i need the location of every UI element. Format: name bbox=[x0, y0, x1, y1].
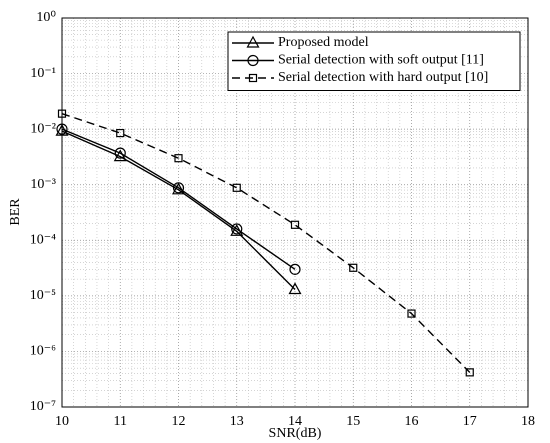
x-tick-label: 15 bbox=[346, 414, 360, 429]
x-tick-label: 14 bbox=[288, 414, 302, 429]
marker-circle bbox=[289, 263, 301, 275]
marker-square bbox=[407, 309, 416, 318]
y-tick-label: 10⁻⁷ bbox=[30, 399, 56, 414]
y-tick-label: 10⁻⁴ bbox=[30, 233, 56, 248]
marker-square bbox=[465, 368, 474, 377]
y-tick-label: 10⁻¹ bbox=[30, 66, 56, 81]
series-line bbox=[61, 112, 471, 373]
y-axis-label: BER bbox=[8, 198, 23, 226]
legend-marker bbox=[248, 73, 258, 83]
marker-circle bbox=[231, 223, 243, 235]
series-line bbox=[61, 128, 296, 270]
marker-square bbox=[232, 183, 241, 192]
x-tick-label: 13 bbox=[230, 414, 244, 429]
marker-triangle bbox=[288, 282, 302, 295]
marker-triangle bbox=[113, 149, 127, 162]
x-tick-label: 12 bbox=[172, 414, 186, 429]
legend-label: Serial detection with hard output [10] bbox=[278, 70, 488, 85]
x-tick-label: 10 bbox=[55, 414, 69, 429]
marker-square bbox=[174, 154, 183, 163]
marker-circle bbox=[172, 182, 185, 194]
marker-triangle bbox=[171, 182, 186, 195]
y-tick-label: 10⁰ bbox=[36, 10, 56, 25]
legend-label: Serial detection with soft output [11] bbox=[278, 53, 484, 68]
legend-marker bbox=[246, 35, 260, 48]
legend-marker bbox=[247, 54, 259, 67]
y-tick-label: 10⁻³ bbox=[30, 177, 56, 192]
marker-square bbox=[290, 220, 300, 229]
legend-box bbox=[227, 31, 521, 91]
marker-circle bbox=[114, 147, 126, 159]
plot-frame bbox=[61, 17, 529, 408]
marker-square bbox=[57, 109, 67, 118]
x-tick-label: 17 bbox=[463, 414, 477, 429]
x-tick-label: 16 bbox=[405, 414, 419, 429]
marker-circle bbox=[56, 123, 68, 135]
y-tick-label: 10⁻⁶ bbox=[30, 344, 56, 359]
marker-square bbox=[116, 128, 125, 138]
x-tick-label: 11 bbox=[114, 414, 127, 429]
x-axis-label: SNR(dB) bbox=[269, 426, 322, 441]
legend-label: Proposed model bbox=[278, 35, 369, 50]
x-tick-label: 18 bbox=[521, 414, 535, 429]
y-tick-label: 10⁻² bbox=[30, 121, 56, 136]
marker-square bbox=[349, 263, 358, 272]
y-tick-label: 10⁻⁵ bbox=[30, 288, 56, 303]
series-line bbox=[61, 130, 296, 291]
